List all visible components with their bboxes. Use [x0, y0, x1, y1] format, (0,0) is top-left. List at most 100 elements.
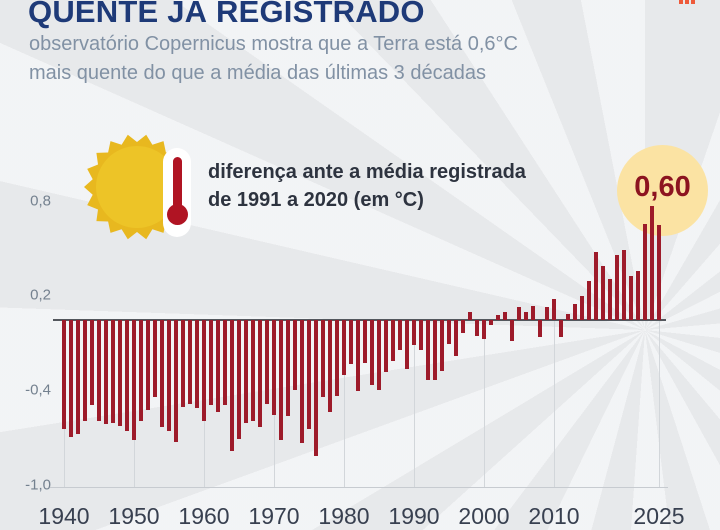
- bar-1947: [110, 320, 116, 423]
- ytick--1,0: -1,0: [25, 476, 51, 494]
- bar-1971: [278, 320, 284, 441]
- bar-1980: [341, 320, 347, 376]
- bar-2020: [621, 250, 627, 320]
- bar-2016: [593, 252, 599, 320]
- bar-1949: [124, 320, 130, 431]
- thermometer-icon: [163, 148, 191, 237]
- ytick--0,4: -0,4: [25, 381, 51, 399]
- accent-dashes: [679, 0, 695, 4]
- bar-1973: [292, 320, 298, 390]
- ytick-0,2: 0,2: [30, 286, 51, 304]
- bar-1955: [166, 320, 172, 431]
- xtick-1960: 1960: [178, 503, 230, 529]
- highlight-value: 0,60: [634, 171, 691, 203]
- bar-2023: [642, 223, 648, 320]
- bar-1962: [215, 320, 221, 412]
- bar-1958: [187, 320, 193, 404]
- bar-1945: [96, 320, 102, 422]
- bar-2007: [530, 305, 536, 320]
- bar-2006: [523, 312, 529, 320]
- highlight-badge: 0,60: [617, 145, 708, 236]
- bar-1981: [348, 320, 354, 365]
- bar-1956: [173, 320, 179, 442]
- gridline-2025: [658, 320, 660, 487]
- bar-2009: [544, 307, 550, 320]
- bar-1983: [362, 320, 368, 363]
- legend-line-2: de 1991 a 2020 (em °C): [208, 189, 424, 211]
- bar-2014: [579, 296, 585, 320]
- bar-1990: [411, 320, 417, 346]
- bar-2018: [607, 278, 613, 320]
- bar-1996: [453, 320, 459, 357]
- bar-1986: [383, 320, 389, 373]
- bar-1942: [75, 320, 81, 434]
- bar-1940: [61, 320, 67, 430]
- bar-2000: [481, 320, 487, 339]
- bar-1999: [474, 320, 480, 336]
- subtitle-line-1: observatório Copernicus mostra que a Ter…: [29, 33, 518, 55]
- bar-1982: [355, 320, 361, 392]
- bar-1952: [145, 320, 151, 411]
- bar-1970: [271, 320, 277, 415]
- bar-1979: [334, 320, 340, 396]
- bar-1968: [257, 320, 263, 428]
- bar-1966: [243, 320, 249, 423]
- bar-1978: [327, 320, 333, 412]
- bar-1950: [131, 320, 137, 441]
- bar-2004: [509, 320, 515, 341]
- ytick-0,8: 0,8: [30, 192, 51, 210]
- bar-1944: [89, 320, 95, 406]
- bar-1946: [103, 320, 109, 425]
- xtick-2000: 2000: [458, 503, 510, 529]
- bar-1965: [236, 320, 242, 439]
- bar-1974: [299, 320, 305, 444]
- bar-2005: [516, 307, 522, 320]
- bar-1941: [68, 320, 74, 437]
- gridline-1990: [413, 320, 415, 487]
- bar-1984: [369, 320, 375, 385]
- gridline-1980: [343, 320, 345, 487]
- bar-1995: [446, 320, 452, 344]
- chart-bottom-line: [50, 487, 668, 488]
- bar-1963: [222, 320, 228, 406]
- bar-1991: [418, 320, 424, 351]
- bar-1987: [390, 320, 396, 362]
- bar-1989: [404, 320, 410, 369]
- gridline-2010: [553, 320, 555, 487]
- bar-2003: [502, 312, 508, 320]
- bar-1954: [159, 320, 165, 428]
- bar-2011: [558, 320, 564, 338]
- chart-legend-label: diferença ante a média registrada de 199…: [208, 158, 526, 214]
- bar-2002: [495, 315, 501, 320]
- bar-1959: [194, 320, 200, 409]
- zero-axis-line: [53, 318, 666, 321]
- bar-2012: [565, 313, 571, 320]
- bar-1975: [306, 320, 312, 430]
- xtick-1980: 1980: [318, 503, 370, 529]
- bar-2021: [628, 275, 634, 320]
- legend-line-1: diferença ante a média registrada: [208, 161, 526, 183]
- bar-1943: [82, 320, 88, 422]
- bar-1972: [285, 320, 291, 417]
- page-title: QUENTE JÁ REGISTRADO: [28, 0, 425, 29]
- bar-2015: [586, 280, 592, 320]
- bar-1977: [320, 320, 326, 398]
- bar-1998: [467, 312, 473, 320]
- bar-1951: [138, 320, 144, 422]
- bar-1988: [397, 320, 403, 351]
- xtick-1950: 1950: [108, 503, 160, 529]
- bar-2001: [488, 320, 494, 325]
- bar-2024: [649, 206, 655, 320]
- bar-1997: [460, 320, 466, 333]
- bar-1953: [152, 320, 158, 398]
- bar-2017: [600, 266, 606, 320]
- xtick-2010: 2010: [528, 503, 580, 529]
- bar-1948: [117, 320, 123, 426]
- bar-1957: [180, 320, 186, 407]
- bar-2008: [537, 320, 543, 338]
- bar-1969: [264, 320, 270, 404]
- bar-2022: [635, 271, 641, 320]
- bar-1994: [439, 320, 445, 371]
